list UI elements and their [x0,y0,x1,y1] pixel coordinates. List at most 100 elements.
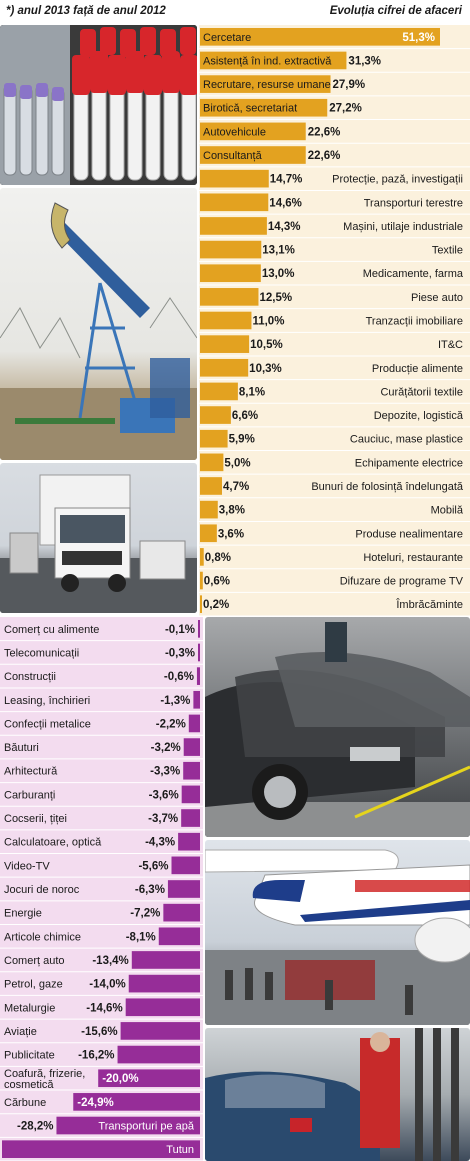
value-label: -24,9% [77,1097,113,1109]
photo-fuel-station [205,1028,470,1161]
bar-positive [200,524,217,543]
category-label: Piese auto [411,292,463,304]
bar-positive [200,500,218,519]
value-label: -2,2% [156,718,186,730]
value-label: -0,6% [164,671,194,683]
bar-negative [56,1116,201,1135]
value-label: 12,5% [259,292,292,304]
bar-negative [183,761,200,780]
bar-positive [200,169,269,188]
photo-truck [0,463,197,613]
category-label: Producție alimente [372,363,463,375]
chart-title: Evoluția cifrei de afaceri [329,5,462,17]
category-label: Recrutare, resurse umane [203,79,331,91]
category-label: Protecție, pază, investigații [332,174,463,186]
bar-negative [178,832,200,851]
bar-negative [2,1140,200,1158]
value-label: 22,6% [308,126,341,138]
category-label: Video-TV [4,860,50,872]
value-label: -0,3% [165,647,195,659]
bar-negative [117,1045,200,1064]
category-label: Transporturi terestre [364,197,463,209]
bar-positive [200,311,252,330]
category-label: Cauciuc, mase plastice [350,434,463,446]
bar-negative [125,998,200,1017]
category-label: Medicamente, farma [363,268,464,280]
value-label: 14,6% [269,197,302,209]
value-label: -14,0% [89,979,125,991]
category-label: Telecomunicații [4,647,79,659]
category-label: Băuturi [4,742,39,754]
category-label: Bunuri de folosință îndelungată [311,481,464,493]
category-label: Leasing, închirieri [4,695,90,707]
bar-negative [196,667,200,685]
bar-negative [128,974,200,993]
bar-positive [200,122,306,141]
bar-negative [73,1093,200,1111]
category-label: Coafură, frizerie, cosmetică [4,1068,85,1091]
category-label: Difuzare de programe TV [340,576,464,588]
negative-growth-chart: Comerț cu alimente -0,1% Telecomunicații -0… [0,620,203,1161]
bar-negative [163,903,200,922]
category-label: Carburanți [4,789,55,801]
value-label: 13,0% [262,268,295,280]
bar-positive [200,406,231,424]
bar-negative [98,1069,200,1088]
category-label: Autovehicule [203,126,266,138]
bar-positive [200,146,306,164]
bar-positive [200,264,261,283]
category-label: Energie [4,908,42,920]
category-label: Cocserii, țiței [4,813,67,825]
value-label: -3,7% [148,813,178,825]
category-label: Mașini, utilaje industriale [343,221,463,233]
value-label: -15,6% [81,1026,117,1038]
category-label: Cercetare [203,32,251,44]
bar-positive [200,358,249,377]
value-label: 13,1% [262,245,295,257]
value-label: -8,1% [126,931,156,943]
category-label: Aviație [4,1026,37,1038]
bar-negative [120,1022,200,1040]
bar-positive [200,75,331,93]
bar-positive [200,571,203,590]
bar-negative [193,690,200,709]
value-label: -4,3% [145,837,175,849]
bar-positive [200,98,328,117]
value-label: 0,8% [205,552,231,564]
bar-positive [200,193,269,212]
bar-negative [183,738,200,756]
bar-positive [200,382,238,401]
value-label: 6,6% [232,410,258,422]
category-label: Consultanță [203,150,263,162]
category-label: Asistență în ind. extractivă [203,55,332,67]
category-label: Produse nealimentare [355,528,463,540]
category-label: IT&C [438,339,463,351]
value-label: 4,7% [223,481,249,493]
bar-positive [200,51,347,70]
category-label: Birotică, secretariat [203,103,297,115]
value-label: 22,6% [308,150,341,162]
value-label: -13,4% [92,955,128,967]
category-label: Textile [432,245,463,257]
value-label: -16,2% [78,1050,114,1062]
value-label: 31,3% [348,55,381,67]
value-label: 27,2% [329,103,362,115]
value-label: -7,2% [130,908,160,920]
bar-negative [198,643,200,662]
value-label: 11,0% [252,316,284,328]
category-label: Echipamente electrice [355,457,463,469]
value-label: -3,3% [150,766,180,778]
category-label: Hoteluri, restaurante [363,552,463,564]
value-label: 27,9% [333,79,366,91]
bar-negative [181,785,200,804]
value-label: -1,3% [160,695,190,707]
bar-negative [131,951,200,969]
photo-cars [205,617,470,837]
bar-positive [200,28,440,46]
value-label: 51,3% [402,32,435,44]
value-label: -14,6% [86,1002,122,1014]
bar-positive [200,453,224,472]
value-label: 8,1% [239,386,265,398]
photo-oil-pump [0,188,197,460]
bar-positive [200,335,250,353]
